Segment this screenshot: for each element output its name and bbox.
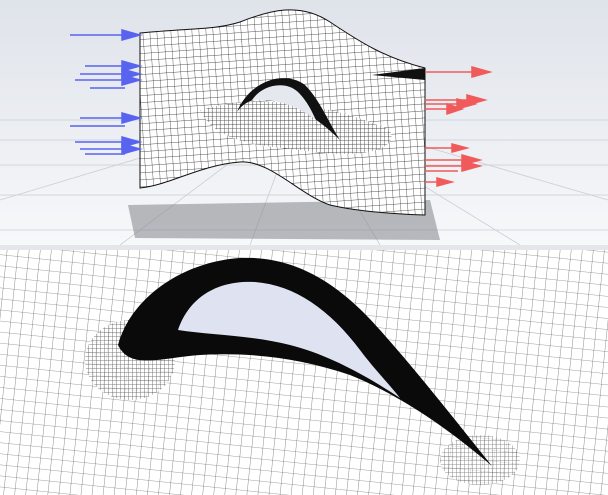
detail-view <box>0 250 608 495</box>
divider <box>0 245 608 250</box>
top-view <box>0 0 608 245</box>
trailing-edge-refinement <box>440 435 520 485</box>
mesh-renderings <box>0 0 608 495</box>
